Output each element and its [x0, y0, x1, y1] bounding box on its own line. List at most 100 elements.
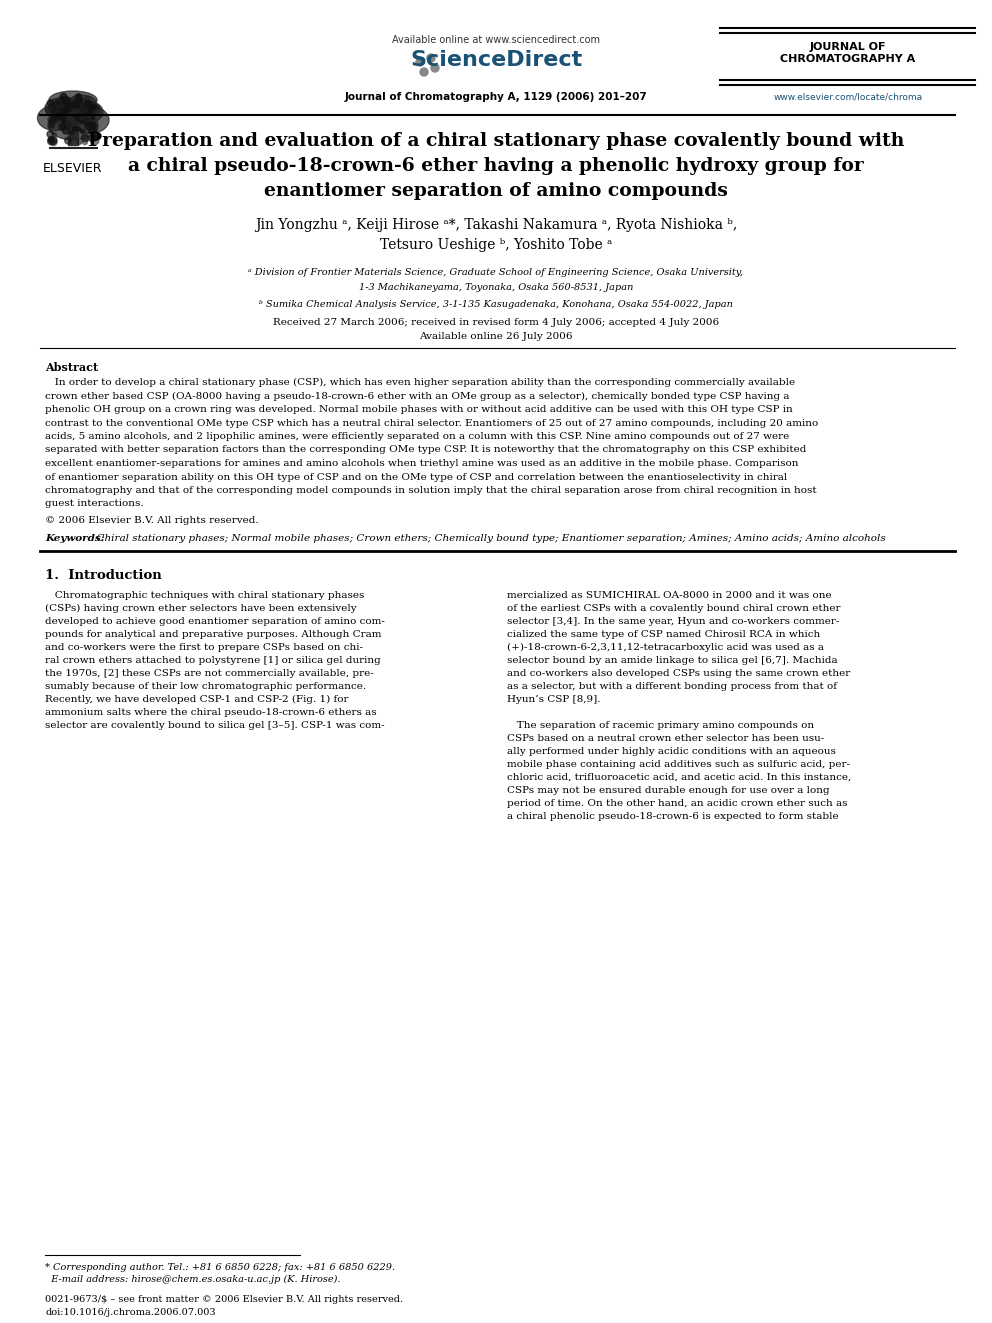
Text: ᵇ Sumika Chemical Analysis Service, 3-1-135 Kasugadenaka, Konohana, Osaka 554-00: ᵇ Sumika Chemical Analysis Service, 3-1-… [259, 300, 733, 310]
Ellipse shape [68, 95, 96, 111]
Circle shape [49, 120, 56, 127]
Circle shape [73, 105, 77, 108]
Text: chromatography and that of the corresponding model compounds in solution imply t: chromatography and that of the correspon… [45, 486, 816, 495]
Circle shape [89, 123, 94, 127]
Ellipse shape [49, 91, 97, 108]
Circle shape [59, 97, 63, 101]
Text: ScienceDirect: ScienceDirect [410, 50, 582, 70]
Circle shape [59, 123, 65, 130]
Circle shape [85, 123, 91, 130]
Circle shape [71, 103, 77, 108]
Circle shape [59, 103, 66, 111]
Circle shape [75, 94, 81, 101]
Text: the 1970s, [2] these CSPs are not commercially available, pre-: the 1970s, [2] these CSPs are not commer… [45, 669, 374, 677]
Text: ammonium salts where the chiral pseudo-18-crown-6 ethers as: ammonium salts where the chiral pseudo-1… [45, 708, 377, 717]
Text: (+)-18-crown-6-2,3,11,12-tetracarboxylic acid was used as a: (+)-18-crown-6-2,3,11,12-tetracarboxylic… [507, 643, 824, 652]
Circle shape [72, 101, 80, 107]
Text: JOURNAL OF: JOURNAL OF [809, 42, 886, 52]
Text: * Corresponding author. Tel.: +81 6 6850 6228; fax: +81 6 6850 6229.: * Corresponding author. Tel.: +81 6 6850… [45, 1263, 395, 1271]
Ellipse shape [53, 98, 77, 112]
Text: a chiral pseudo-18-crown-6 ether having a phenolic hydroxy group for: a chiral pseudo-18-crown-6 ether having … [128, 157, 864, 175]
Text: of enantiomer separation ability on this OH type of CSP and on the OMe type of C: of enantiomer separation ability on this… [45, 472, 788, 482]
Ellipse shape [71, 101, 103, 123]
Circle shape [63, 106, 70, 112]
Circle shape [50, 118, 56, 123]
Text: Hyun’s CSP [8,9].: Hyun’s CSP [8,9]. [507, 695, 600, 704]
Text: 1.  Introduction: 1. Introduction [45, 569, 162, 582]
Circle shape [82, 139, 87, 144]
Circle shape [50, 136, 57, 144]
Circle shape [87, 111, 91, 114]
Text: crown ether based CSP (OA-8000 having a pseudo-18-crown-6 ether with an OMe grou: crown ether based CSP (OA-8000 having a … [45, 392, 790, 401]
Circle shape [93, 105, 99, 110]
Text: www.elsevier.com/locate/chroma: www.elsevier.com/locate/chroma [774, 93, 923, 101]
Circle shape [92, 126, 98, 131]
Ellipse shape [48, 110, 98, 140]
Text: a chiral phenolic pseudo-18-crown-6 is expected to form stable: a chiral phenolic pseudo-18-crown-6 is e… [507, 812, 838, 822]
Circle shape [62, 118, 67, 123]
Circle shape [431, 64, 439, 71]
Text: CSPs may not be ensured durable enough for use over a long: CSPs may not be ensured durable enough f… [507, 786, 829, 795]
Circle shape [67, 102, 71, 106]
Text: Abstract: Abstract [45, 363, 98, 373]
Circle shape [72, 126, 77, 131]
Text: and co-workers also developed CSPs using the same crown ether: and co-workers also developed CSPs using… [507, 669, 850, 677]
Circle shape [77, 140, 81, 144]
Circle shape [64, 138, 71, 144]
Text: 0021-9673/$ – see front matter © 2006 Elsevier B.V. All rights reserved.: 0021-9673/$ – see front matter © 2006 El… [45, 1295, 403, 1304]
Text: chloric acid, trifluoroacetic acid, and acetic acid. In this instance,: chloric acid, trifluoroacetic acid, and … [507, 773, 851, 782]
Text: The separation of racemic primary amino compounds on: The separation of racemic primary amino … [507, 721, 814, 730]
Text: Chromatographic techniques with chiral stationary phases: Chromatographic techniques with chiral s… [45, 591, 364, 601]
Text: Tetsuro Ueshige ᵇ, Yoshito Tobe ᵃ: Tetsuro Ueshige ᵇ, Yoshito Tobe ᵃ [380, 238, 612, 251]
Circle shape [420, 67, 428, 75]
Text: ally performed under highly acidic conditions with an aqueous: ally performed under highly acidic condi… [507, 747, 836, 755]
Text: ral crown ethers attached to polystyrene [1] or silica gel during: ral crown ethers attached to polystyrene… [45, 656, 381, 665]
Circle shape [77, 99, 81, 105]
Text: Received 27 March 2006; received in revised form 4 July 2006; accepted 4 July 20: Received 27 March 2006; received in revi… [273, 318, 719, 327]
Circle shape [48, 99, 54, 106]
Circle shape [81, 135, 88, 142]
Text: cialized the same type of CSP named Chirosil RCA in which: cialized the same type of CSP named Chir… [507, 630, 820, 639]
Circle shape [75, 116, 79, 120]
Circle shape [77, 127, 80, 131]
Circle shape [85, 106, 90, 111]
Text: Journal of Chromatography A, 1129 (2006) 201–207: Journal of Chromatography A, 1129 (2006)… [344, 93, 648, 102]
Circle shape [62, 97, 70, 105]
Text: separated with better separation factors than the corresponding OMe type CSP. It: separated with better separation factors… [45, 446, 806, 455]
Circle shape [48, 116, 53, 122]
Circle shape [50, 123, 54, 128]
Circle shape [80, 130, 84, 134]
Circle shape [79, 97, 82, 101]
Circle shape [65, 105, 72, 111]
Ellipse shape [46, 99, 100, 120]
Text: CHROMATOGRAPHY A: CHROMATOGRAPHY A [781, 54, 916, 64]
Circle shape [49, 105, 57, 112]
Circle shape [89, 108, 93, 112]
Circle shape [52, 107, 60, 115]
Circle shape [55, 118, 58, 120]
Circle shape [427, 54, 435, 62]
Circle shape [92, 135, 98, 142]
Text: doi:10.1016/j.chroma.2006.07.003: doi:10.1016/j.chroma.2006.07.003 [45, 1308, 215, 1316]
Circle shape [89, 122, 96, 128]
Text: enantiomer separation of amino compounds: enantiomer separation of amino compounds [264, 183, 728, 200]
Circle shape [91, 105, 96, 110]
Circle shape [62, 119, 65, 123]
Circle shape [94, 134, 98, 138]
Circle shape [85, 101, 92, 107]
Circle shape [91, 116, 94, 119]
Text: sumably because of their low chromatographic performance.: sumably because of their low chromatogra… [45, 681, 366, 691]
Circle shape [64, 122, 70, 128]
Circle shape [88, 103, 92, 107]
Text: Available online 26 July 2006: Available online 26 July 2006 [420, 332, 572, 341]
Circle shape [62, 107, 68, 114]
Circle shape [61, 93, 66, 99]
Bar [68, 120, 78, 146]
Ellipse shape [45, 98, 75, 118]
Circle shape [69, 131, 73, 135]
Circle shape [89, 127, 95, 134]
Text: Preparation and evaluation of a chiral stationary phase covalently bound with: Preparation and evaluation of a chiral s… [88, 132, 904, 149]
Text: In order to develop a chiral stationary phase (CSP), which has even higher separ: In order to develop a chiral stationary … [45, 378, 796, 388]
Text: E-mail address: hirose@chem.es.osaka-u.ac.jp (K. Hirose).: E-mail address: hirose@chem.es.osaka-u.a… [45, 1275, 340, 1285]
Circle shape [61, 94, 66, 99]
